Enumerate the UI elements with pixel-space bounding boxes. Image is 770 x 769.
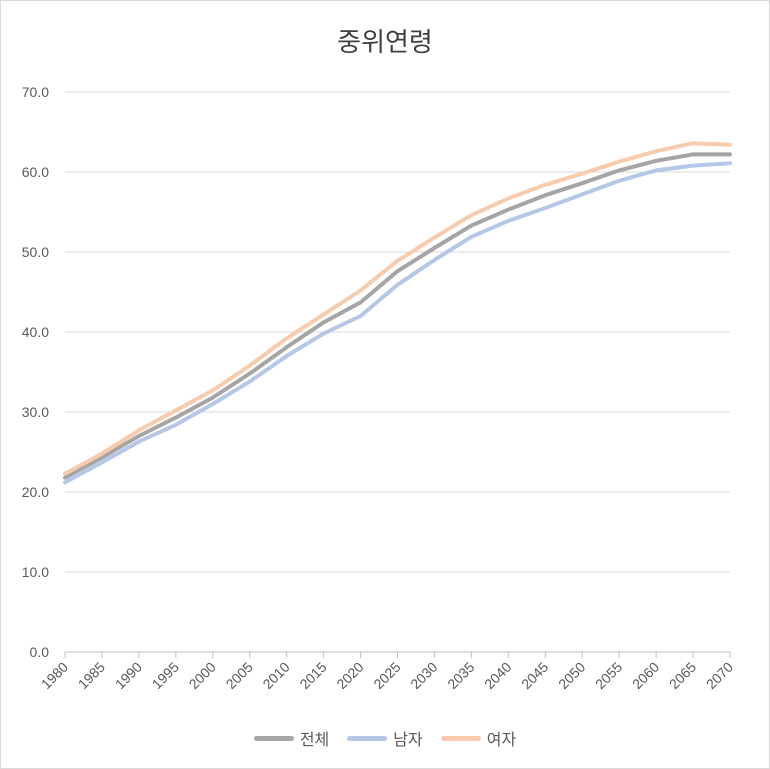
x-tick-label: 2030 xyxy=(407,659,440,692)
x-tick-label: 2035 xyxy=(444,659,477,692)
x-tick-label: 2040 xyxy=(481,659,514,692)
y-tick-label: 50.0 xyxy=(22,244,49,260)
x-tick-label: 1995 xyxy=(149,659,182,692)
x-tick-label: 2045 xyxy=(518,659,551,692)
y-tick-label: 0.0 xyxy=(30,644,50,660)
x-tick-label: 2070 xyxy=(703,659,736,692)
x-tick-label: 2005 xyxy=(222,659,255,692)
y-tick-label: 30.0 xyxy=(22,404,49,420)
x-tick-label: 2020 xyxy=(333,659,366,692)
x-axis: 1980 1985 1990 1995 2000 2005 2010 2015 2020 2025… xyxy=(38,651,736,692)
y-tick-label: 20.0 xyxy=(22,484,49,500)
x-tick-label: 2015 xyxy=(296,659,329,692)
x-tick-label: 2055 xyxy=(592,659,625,692)
legend-item: 여자 xyxy=(440,726,517,750)
legend-label: 전체 xyxy=(299,730,330,749)
legend-swatch xyxy=(253,735,294,741)
series-line-1 xyxy=(63,152,732,480)
legend-label: 남자 xyxy=(393,730,423,749)
legend-item: 남자 xyxy=(347,726,423,750)
chart-title: 중위연령 xyxy=(337,28,433,58)
x-tick-label: 2010 xyxy=(259,659,292,692)
y-axis-ticks: 0.0 10.0 20.0 30.0 40.0 50.0 60.0 70.0 xyxy=(22,84,49,660)
legend-swatch xyxy=(440,735,481,741)
y-tick-label: 10.0 xyxy=(22,564,49,580)
legend-swatch xyxy=(347,735,388,741)
x-tick-label: 1985 xyxy=(75,659,108,692)
x-tick-label: 2025 xyxy=(370,659,403,692)
x-tick-label: 2060 xyxy=(629,659,662,692)
x-tick-label: 2000 xyxy=(186,659,219,692)
series-lines xyxy=(63,141,732,485)
y-tick-label: 60.0 xyxy=(22,164,49,180)
y-tick-label: 70.0 xyxy=(22,84,49,100)
gridlines xyxy=(65,91,730,573)
legend-label: 여자 xyxy=(486,730,517,749)
series-line-3 xyxy=(63,141,732,476)
x-tick-label: 2065 xyxy=(666,659,699,692)
series-line-2 xyxy=(63,161,732,485)
legend-item: 전체 xyxy=(253,726,330,750)
x-tick-label: 1980 xyxy=(38,659,71,692)
y-tick-label: 40.0 xyxy=(22,324,49,340)
legend: 전체 남자 여자 xyxy=(0,726,770,750)
x-tick-label: 1990 xyxy=(112,659,145,692)
x-tick-label: 2050 xyxy=(555,659,588,692)
